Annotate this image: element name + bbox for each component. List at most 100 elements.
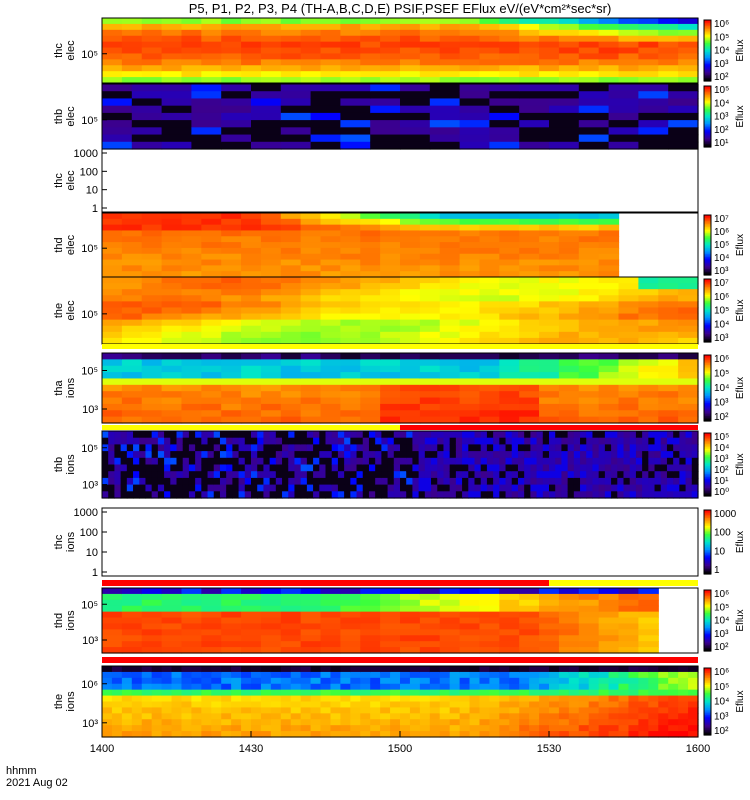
spectrogram-cell [241,671,252,679]
spectrogram-cell [300,359,322,367]
spectrogram-cell [260,41,282,49]
spectrogram-cell [241,416,262,424]
spectrogram-cell [419,295,441,302]
spectrogram-cell [221,677,232,685]
spectrogram-cell [102,372,123,380]
spectrogram-cell [221,410,242,418]
spectrogram-cell [188,477,196,486]
spectrogram-cell [181,353,202,360]
spectrogram-cell [362,464,370,472]
spectrogram-cell [275,484,283,492]
spectrogram-cell [542,477,550,486]
spectrogram-cell [618,713,630,720]
spectrogram-cell [260,59,282,66]
spectrogram-cell [161,23,183,31]
spectrogram-cell [588,671,600,679]
spectrogram-cell [530,451,538,459]
spectrogram-cell [573,437,581,445]
spectrogram-cell [419,53,441,60]
spectrogram-cell [340,259,361,266]
spectrogram-cell [598,617,620,625]
spectrogram-cell [578,242,600,249]
spectrogram-cell [558,230,580,237]
y-axis-species-label: elec [65,170,77,191]
spectrogram-cell [241,397,262,405]
spectrogram-cell [530,484,538,492]
spectrogram-cell [300,731,312,738]
spectrogram-cell [555,431,563,439]
spectrogram-cell [380,713,391,720]
spectrogram-cell [519,325,540,333]
spectrogram-cell [320,23,341,31]
spectrogram-cell [300,319,322,327]
spectrogram-cell [479,277,500,284]
spectrogram-cell [141,319,163,327]
spectrogram-cell [418,477,426,486]
colorbar-tick-label: 10¹ [714,138,729,149]
spectrogram-cell [201,444,209,452]
spectrogram-cell [121,397,143,405]
spectrogram-cell [340,313,361,321]
spectrogram-cell [260,224,282,232]
spectrogram-cell [232,491,240,499]
spectrogram-cell [126,444,134,452]
spectrogram-cell [437,471,445,479]
spectrogram-cell [618,677,630,685]
spectrogram-cell [499,403,520,411]
spectrogram-cell [499,47,520,55]
spectrogram-cell [201,41,222,49]
spectrogram-cell [539,301,560,309]
spectrogram-cell [558,337,580,345]
spectrogram-cell [141,23,163,31]
colorbar-segment [704,323,711,326]
spectrogram-cell [400,484,407,492]
colorbar-segment [704,335,711,338]
spectrogram-cell [443,444,451,452]
spectrogram-cell [648,437,656,445]
spectrogram-cell [480,477,488,486]
spectrogram-cell [340,120,371,128]
spectrogram-cell [555,491,563,499]
y-tick-label: 1000 [74,507,98,519]
spectrogram-cell [263,437,271,445]
colorbar-segment [704,522,711,525]
spectrogram-cell [280,253,302,261]
spectrogram-cell [368,477,376,486]
spectrogram-cell [280,41,302,49]
spectrogram-cell [486,457,494,466]
spectrogram-cell [221,725,232,732]
spectrogram-cell [409,713,421,720]
spectrogram-cell [201,471,209,479]
spectrogram-cell [578,701,590,709]
spectrogram-cell [102,337,123,345]
spectrogram-cell [638,689,649,697]
spectrogram-cell [191,666,202,673]
spectrogram-cell [288,471,296,479]
colorbar-segment [704,302,711,305]
colorbar-segment [704,726,711,729]
spectrogram-cell [188,457,196,466]
spectrogram-cell [221,213,242,220]
spectrogram-cell [588,719,600,726]
spectrogram-cell [313,437,320,445]
y-tick-label: 10³ [82,480,98,492]
spectrogram-cell [524,437,531,445]
spectrogram-cell [141,236,163,243]
spectrogram-cell [549,112,580,121]
spectrogram-cell [280,230,302,237]
spectrogram-cell [393,471,401,479]
spectrogram-cell [439,236,461,243]
spectrogram-cell [479,677,490,685]
spectrogram-cell [102,611,123,619]
spectrogram-cell [449,666,461,673]
spectrogram-cell [145,444,153,452]
spectrogram-cell [628,695,639,703]
colorbar-segment [704,635,711,638]
spectrogram-cell [400,666,411,673]
spectrogram-cell [578,265,600,272]
spectrogram-cell [102,701,113,709]
spectrogram-cell [604,471,612,479]
spectrogram-cell [499,707,510,714]
colorbar-segment [704,45,711,49]
